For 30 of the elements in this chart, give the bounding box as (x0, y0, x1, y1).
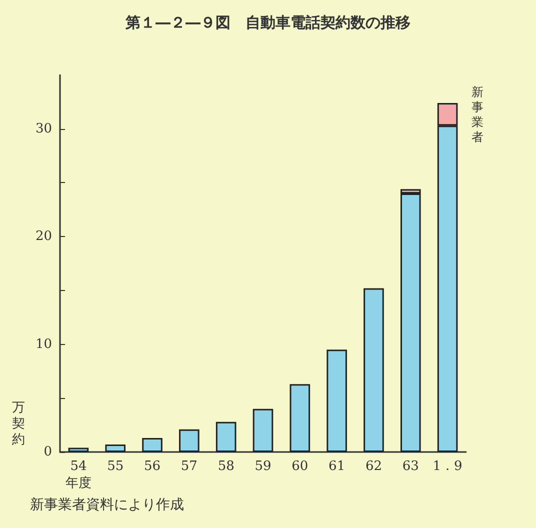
bar (68, 448, 89, 452)
x-tick-label: 63 (402, 459, 419, 474)
x-tick-label: 60 (292, 459, 308, 474)
bar (105, 444, 126, 452)
bar (142, 438, 162, 452)
x-tick-label: 56 (144, 459, 161, 474)
x-tick-label: 54 (70, 459, 87, 474)
bar (364, 288, 384, 452)
y-tick-label: 0 (44, 444, 52, 460)
y-tick-label: 10 (35, 336, 52, 352)
bar (400, 193, 421, 452)
text: 新事業者資料により作成 (30, 497, 184, 513)
y-tick-label: 30 (35, 121, 52, 136)
bar (179, 429, 200, 452)
y-axis-title: 万契約 (12, 400, 25, 448)
x-tick-label: 55 (107, 459, 124, 474)
x-axis-title: 年度 (65, 475, 92, 491)
x-tick-label: 57 (180, 459, 198, 474)
bar (290, 384, 310, 452)
x-tick-label: 59 (254, 459, 272, 474)
chart-title: 第１―２―９図 自動車電話契約数の推移 (124, 14, 410, 32)
x-tick-label: 1．9 (432, 459, 462, 474)
series-label: 新事業者 (472, 84, 484, 144)
x-tick-label: 62 (365, 459, 382, 474)
bar (252, 408, 274, 452)
bar (326, 350, 347, 452)
bar (216, 422, 236, 452)
y-tick-label: 20 (35, 229, 52, 244)
x-tick-label: 58 (218, 459, 234, 474)
x-tick-label: 61 (328, 459, 346, 474)
